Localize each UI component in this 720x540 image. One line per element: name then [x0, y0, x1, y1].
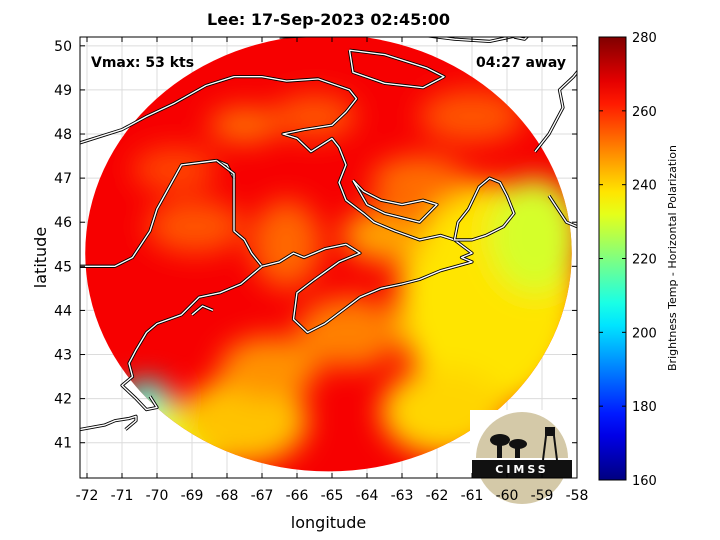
field-blob	[251, 200, 322, 289]
x-tick-label: -69	[181, 488, 204, 504]
y-tick-label: 48	[54, 127, 72, 143]
y-tick-label: 47	[54, 171, 72, 187]
dish-icon	[509, 439, 527, 449]
colorbar-tick-label: 240	[632, 179, 657, 194]
field-blob	[370, 156, 469, 209]
coastlines	[80, 37, 577, 432]
colorbar-tick-label: 200	[632, 326, 657, 341]
water-tower-icon	[545, 427, 555, 436]
coastline	[80, 76, 473, 334]
logo-wordmark: CIMSS	[495, 463, 548, 476]
y-tick-label: 46	[54, 215, 72, 231]
field-blob	[220, 336, 318, 399]
y-tick-label: 42	[54, 392, 72, 408]
field-blob	[342, 208, 427, 262]
y-tick-label: 44	[54, 303, 72, 319]
coastline	[80, 415, 137, 431]
field-blob	[132, 147, 217, 192]
cimss-logo: CIMSS	[470, 410, 574, 504]
colorbar-ticks: 160 180 200 220 240 260 280	[599, 31, 657, 489]
x-tick-label: -60	[496, 488, 519, 504]
x-tick-label: -72	[76, 488, 99, 504]
coastline	[216, 159, 235, 179]
x-tick-label: -64	[356, 488, 379, 504]
y-tick-label: 43	[54, 348, 72, 364]
colorbar-tick-label: 260	[632, 105, 657, 120]
y-tick-label: 41	[54, 436, 72, 452]
x-axis: -72 -71 -70 -69 -68 -67 -66 -65 -64 -63 -62 -61 -60-…	[76, 37, 589, 504]
field-blob	[146, 200, 245, 254]
chart-title: Lee: 17-Sep-2023 02:45:00	[207, 10, 450, 29]
field-blob	[272, 94, 357, 139]
x-tick-label: -62	[426, 488, 449, 504]
x-tick-label: -65	[321, 488, 344, 504]
field-blob	[209, 107, 280, 143]
y-tick-label: 50	[54, 39, 72, 55]
coastline	[453, 177, 515, 241]
colorbar-tick-label: 180	[632, 400, 657, 415]
field-blob	[181, 376, 308, 465]
field-blob	[419, 89, 525, 143]
axes-frame	[79, 36, 578, 479]
x-tick-label: -58	[566, 488, 589, 504]
coastline	[513, 37, 528, 40]
y-axis-label: latitude	[31, 227, 50, 288]
coastline	[348, 49, 445, 89]
x-axis-label: longitude	[291, 513, 366, 532]
coastline	[534, 71, 577, 153]
coastline	[121, 265, 263, 411]
x-tick-label: -59	[531, 488, 554, 504]
coastline	[352, 179, 438, 223]
x-tick-label: -71	[111, 488, 134, 504]
coastline	[191, 305, 214, 316]
logo-banner	[472, 460, 572, 478]
coastline	[548, 195, 577, 228]
colorbar-tick-label: 280	[632, 31, 657, 46]
colorbar	[598, 36, 627, 481]
x-tick-label: -61	[461, 488, 484, 504]
y-tick-label: 45	[54, 259, 72, 275]
colorbar-tick-label: 160	[632, 474, 657, 489]
x-tick-label: -70	[146, 488, 169, 504]
colorbar-label: Brightness Temp - Horizontal Polarizatio…	[666, 145, 679, 371]
y-axis: 41 42 43 44 45 46 47 48 49 50	[54, 39, 577, 452]
vmax-annotation: Vmax: 53 kts	[91, 55, 194, 71]
field-blob	[297, 297, 402, 368]
x-tick-label: -68	[216, 488, 239, 504]
colorbar-tick-label: 220	[632, 253, 657, 268]
dish-icon	[490, 434, 510, 446]
x-tick-label: -63	[391, 488, 414, 504]
x-tick-label: -67	[251, 488, 274, 504]
y-tick-label: 49	[54, 83, 72, 99]
x-tick-label: -66	[286, 488, 309, 504]
time-away-annotation: 04:27 away	[476, 55, 566, 71]
